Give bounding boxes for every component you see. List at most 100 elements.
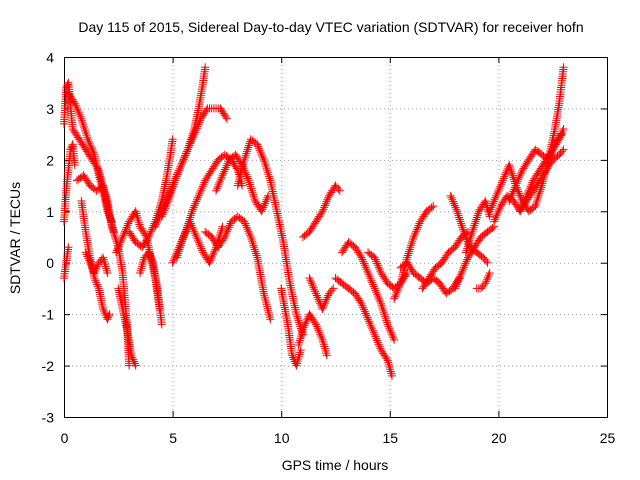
data-point bbox=[297, 329, 306, 338]
data-point bbox=[507, 169, 516, 178]
data-point bbox=[375, 296, 384, 304]
data-point bbox=[392, 288, 401, 297]
data-point bbox=[245, 178, 254, 187]
data-point bbox=[196, 116, 205, 125]
data-point bbox=[508, 189, 517, 198]
data-point bbox=[376, 297, 385, 306]
data-point bbox=[190, 201, 199, 210]
data-point bbox=[238, 162, 247, 171]
data-point bbox=[365, 272, 374, 281]
data-point bbox=[169, 180, 178, 189]
data-point bbox=[509, 187, 518, 196]
data-point bbox=[214, 180, 223, 189]
data-point bbox=[356, 298, 365, 307]
data-point bbox=[457, 221, 466, 230]
data-point bbox=[453, 207, 462, 216]
y-tick-label: -2 bbox=[42, 358, 55, 374]
data-point bbox=[193, 122, 202, 131]
data-point bbox=[70, 161, 79, 169]
data-point bbox=[252, 251, 261, 260]
data-point bbox=[470, 219, 479, 228]
data-point bbox=[87, 144, 96, 153]
data-point bbox=[360, 307, 369, 316]
data-point bbox=[168, 184, 177, 193]
data-point bbox=[176, 243, 185, 252]
data-point bbox=[500, 172, 509, 181]
data-point bbox=[243, 225, 252, 234]
data-point bbox=[223, 227, 232, 236]
data-point bbox=[248, 239, 257, 248]
data-point bbox=[288, 353, 297, 362]
data-point bbox=[93, 282, 102, 291]
data-point bbox=[81, 248, 90, 257]
data-point bbox=[406, 243, 415, 252]
data-point bbox=[492, 211, 501, 220]
data-point bbox=[210, 247, 219, 256]
data-point bbox=[260, 199, 269, 208]
data-point bbox=[162, 200, 171, 209]
data-point bbox=[313, 293, 322, 302]
data-point bbox=[468, 225, 477, 234]
data-point bbox=[390, 292, 399, 301]
data-point bbox=[236, 170, 245, 179]
data-point bbox=[220, 233, 229, 241]
series-pass-23 bbox=[331, 274, 396, 380]
data-point bbox=[373, 336, 382, 345]
data-point bbox=[509, 173, 518, 182]
data-point bbox=[221, 163, 230, 172]
data-point bbox=[233, 181, 242, 190]
data-point bbox=[109, 226, 118, 235]
data-point bbox=[549, 144, 558, 153]
data-point bbox=[222, 161, 231, 170]
data-point bbox=[263, 304, 272, 313]
data-point bbox=[188, 223, 197, 232]
data-point bbox=[237, 166, 246, 175]
data-point bbox=[225, 221, 234, 230]
data-point bbox=[250, 243, 259, 252]
data-point bbox=[376, 344, 385, 353]
data-point bbox=[508, 171, 517, 180]
data-point bbox=[247, 186, 256, 195]
data-point bbox=[366, 274, 375, 283]
data-point bbox=[183, 145, 192, 154]
data-point bbox=[143, 234, 152, 243]
data-point bbox=[260, 201, 269, 210]
series-pass-19 bbox=[277, 284, 305, 370]
data-point bbox=[164, 197, 173, 205]
data-point bbox=[358, 255, 367, 264]
data-point bbox=[557, 130, 566, 139]
data-point bbox=[152, 220, 161, 229]
data-point bbox=[515, 191, 524, 200]
data-point bbox=[321, 346, 330, 355]
data-point bbox=[497, 180, 506, 189]
data-point bbox=[321, 199, 330, 208]
data-point bbox=[374, 294, 383, 303]
data-point bbox=[497, 178, 506, 187]
data-point bbox=[319, 303, 328, 312]
data-point bbox=[377, 299, 386, 308]
data-point bbox=[244, 227, 253, 236]
data-point bbox=[190, 229, 199, 238]
data-point bbox=[263, 193, 272, 202]
data-point bbox=[84, 254, 93, 263]
data-point bbox=[463, 244, 472, 253]
data-point bbox=[386, 328, 395, 337]
data-point bbox=[373, 292, 382, 301]
data-point bbox=[295, 338, 304, 347]
data-point bbox=[122, 223, 131, 232]
data-point bbox=[548, 146, 557, 155]
data-point bbox=[195, 118, 204, 127]
data-point bbox=[105, 310, 114, 319]
data-point bbox=[322, 197, 331, 206]
data-point bbox=[293, 314, 302, 323]
data-point bbox=[244, 141, 253, 150]
data-point bbox=[357, 253, 366, 262]
data-point bbox=[197, 244, 206, 253]
data-point bbox=[168, 135, 177, 144]
data-point bbox=[243, 145, 252, 154]
data-point bbox=[296, 348, 305, 357]
data-point bbox=[177, 161, 186, 169]
data-point bbox=[260, 157, 269, 166]
data-point bbox=[180, 153, 189, 162]
data-point bbox=[157, 320, 166, 329]
